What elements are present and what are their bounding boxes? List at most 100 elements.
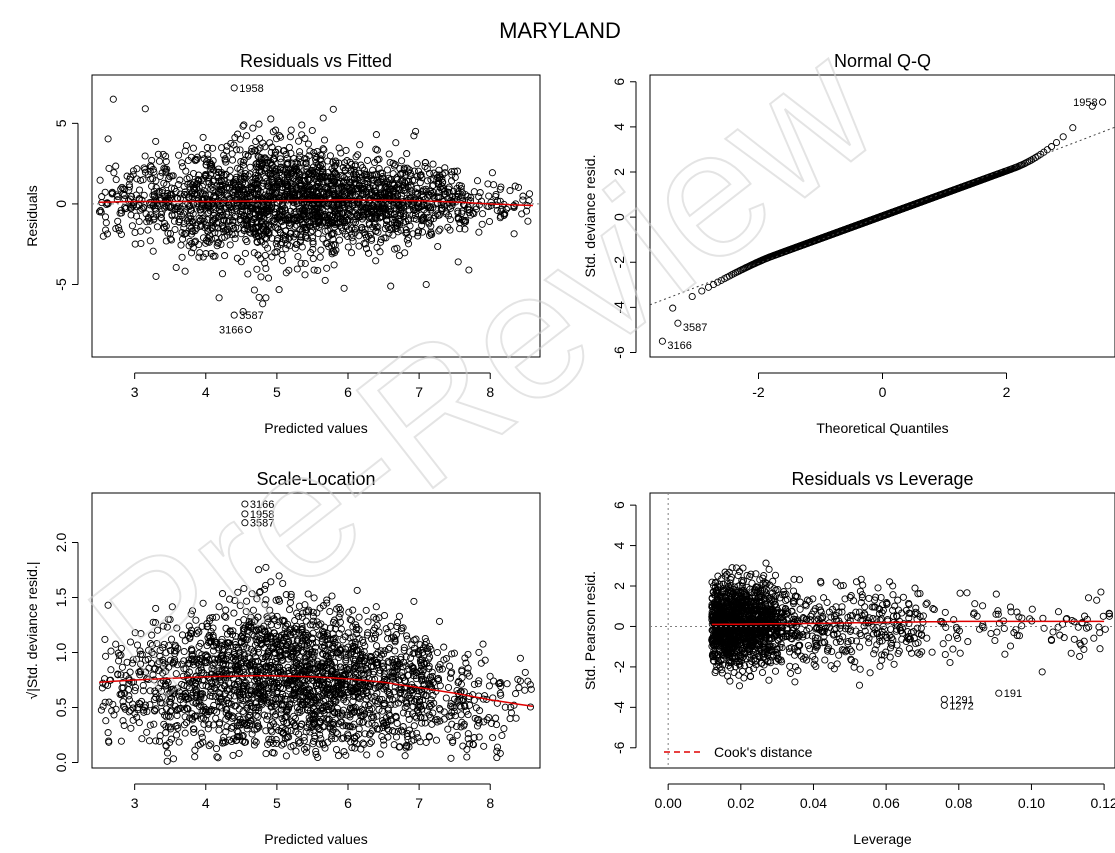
- data-point: [157, 213, 165, 221]
- data-point: [304, 140, 312, 148]
- data-point: [296, 722, 305, 730]
- data-point: [244, 172, 252, 180]
- data-point: [376, 213, 384, 221]
- data-point: [310, 266, 318, 274]
- data-point: [198, 182, 207, 191]
- data-point: [243, 238, 251, 246]
- data-point: [373, 192, 381, 200]
- data-point: [139, 681, 147, 689]
- data-point: [327, 735, 335, 743]
- data-point: [318, 161, 326, 169]
- data-point: [385, 644, 394, 652]
- data-point: [450, 695, 458, 703]
- data-point: [519, 192, 527, 200]
- data-point: [125, 180, 133, 188]
- data-point: [355, 195, 363, 203]
- data-point: [362, 233, 370, 241]
- data-point: [99, 702, 107, 710]
- data-point: [444, 212, 453, 220]
- data-point: [337, 171, 345, 180]
- data-point: [292, 198, 300, 206]
- data-point: [404, 217, 413, 225]
- data-point: [374, 228, 382, 236]
- data-point: [524, 677, 532, 685]
- data-point: [488, 169, 496, 177]
- data-point: [206, 166, 214, 174]
- y-tick-label: 1.0: [53, 643, 69, 663]
- data-point: [247, 702, 255, 710]
- data-point: [469, 209, 477, 217]
- data-point: [261, 241, 269, 249]
- data-point: [146, 237, 154, 245]
- data-point: [361, 642, 369, 650]
- data-point: [291, 244, 299, 252]
- data-point: [119, 698, 127, 706]
- data-point: [296, 185, 304, 193]
- data-point: [360, 185, 368, 193]
- data-point: [181, 147, 189, 155]
- data-point: [255, 153, 263, 161]
- data-point: [370, 171, 378, 179]
- data-point: [332, 745, 341, 754]
- data-point: [253, 238, 261, 246]
- data-point: [323, 599, 331, 607]
- data-point: [342, 751, 350, 759]
- data-point: [391, 647, 399, 655]
- data-point: [228, 156, 237, 164]
- data-point: [301, 203, 310, 211]
- data-point: [275, 618, 283, 626]
- data-point: [479, 210, 487, 218]
- data-point: [302, 160, 310, 168]
- data-point: [163, 623, 171, 631]
- data-point: [264, 229, 272, 237]
- data-point: [301, 134, 309, 143]
- data-point: [235, 181, 243, 189]
- data-point: [458, 189, 466, 197]
- data-point: [325, 232, 333, 241]
- data-point: [224, 225, 232, 233]
- data-point: [119, 717, 127, 725]
- data-point: [126, 638, 135, 646]
- data-point: [478, 220, 486, 228]
- data-point: [445, 185, 453, 193]
- data-point: [197, 195, 205, 203]
- data-point: [293, 221, 301, 229]
- data-point: [242, 174, 250, 182]
- data-point: [372, 603, 380, 611]
- y-tick-label: 0.0: [53, 753, 69, 773]
- data-point: [188, 217, 196, 225]
- data-point: [412, 215, 420, 223]
- data-point: [436, 225, 444, 233]
- data-point: [229, 218, 237, 226]
- data-point: [205, 238, 213, 246]
- data-point: [113, 196, 121, 204]
- data-point: [165, 174, 173, 183]
- data-point: [418, 228, 427, 236]
- data-point: [320, 642, 328, 650]
- data-point: [285, 173, 293, 181]
- data-point: [302, 155, 310, 163]
- data-point: [392, 221, 400, 229]
- data-point: [268, 735, 276, 743]
- data-point: [256, 236, 265, 244]
- data-point: [432, 736, 441, 744]
- data-point: [257, 273, 265, 281]
- data-point: [195, 240, 203, 249]
- data-point: [109, 700, 117, 708]
- data-point: [492, 192, 500, 201]
- data-point: [187, 610, 195, 618]
- data-point: [313, 177, 321, 185]
- data-point: [278, 257, 287, 265]
- data-point: [464, 664, 472, 672]
- data-point: [334, 180, 342, 188]
- data-point: [418, 190, 426, 198]
- data-point: [407, 187, 415, 195]
- data-point: [251, 146, 259, 154]
- data-point: [181, 188, 189, 196]
- data-point: [102, 717, 110, 725]
- data-point: [131, 240, 139, 248]
- data-point: [223, 142, 231, 150]
- data-point: [312, 156, 320, 164]
- data-point: [191, 185, 199, 193]
- data-point: [399, 709, 407, 717]
